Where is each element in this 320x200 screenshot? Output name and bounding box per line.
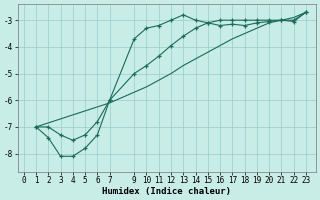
X-axis label: Humidex (Indice chaleur): Humidex (Indice chaleur) (102, 187, 231, 196)
